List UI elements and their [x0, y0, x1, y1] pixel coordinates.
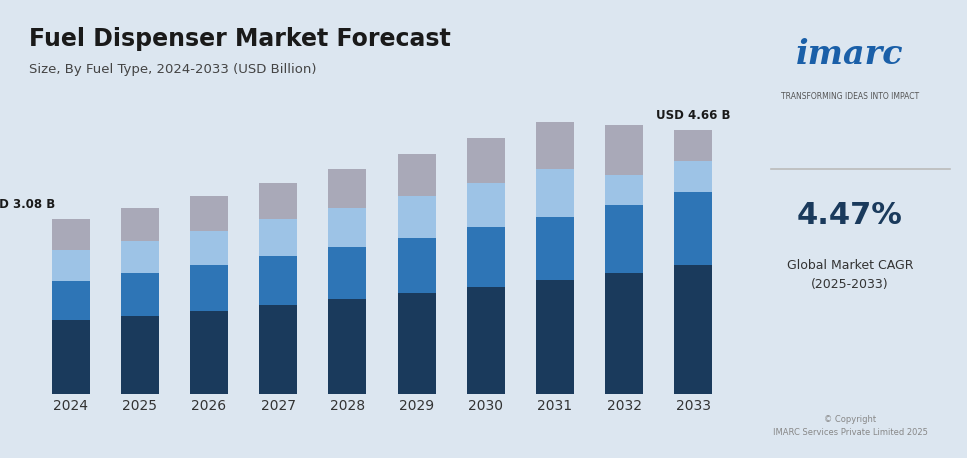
Bar	[329, 300, 366, 394]
Bar	[674, 192, 713, 265]
Text: TRANSFORMING IDEAS INTO IMPACT: TRANSFORMING IDEAS INTO IMPACT	[781, 92, 919, 101]
Bar	[121, 241, 159, 273]
Bar	[190, 196, 228, 231]
Bar	[259, 305, 297, 394]
Bar	[605, 125, 643, 175]
Bar	[467, 287, 505, 394]
Text: imarc: imarc	[796, 38, 904, 71]
Bar	[467, 183, 505, 228]
Text: USD 4.66 B: USD 4.66 B	[657, 109, 731, 122]
Bar	[329, 208, 366, 247]
Bar	[536, 217, 574, 280]
Bar	[190, 265, 228, 311]
Text: Fuel Dispenser Market Forecast: Fuel Dispenser Market Forecast	[29, 27, 451, 51]
Bar	[190, 231, 228, 265]
Bar	[397, 196, 435, 238]
Bar	[51, 320, 90, 394]
Legend: Petroleum Fuels, Compressed Fuels, Biofuels, Others: Petroleum Fuels, Compressed Fuels, Biofu…	[124, 456, 584, 458]
Bar	[397, 154, 435, 196]
Bar	[121, 273, 159, 316]
Bar	[259, 183, 297, 219]
Bar	[329, 247, 366, 300]
Bar	[605, 175, 643, 205]
Bar	[121, 208, 159, 241]
Text: 4.47%: 4.47%	[797, 201, 903, 230]
Bar	[397, 238, 435, 293]
Bar	[674, 130, 713, 161]
Bar	[605, 205, 643, 273]
Bar	[190, 311, 228, 394]
Bar	[674, 265, 713, 394]
Bar	[536, 169, 574, 217]
Bar	[329, 169, 366, 208]
Bar	[259, 256, 297, 305]
Bar	[51, 219, 90, 250]
Bar	[51, 250, 90, 281]
Bar	[674, 161, 713, 192]
Bar	[397, 293, 435, 394]
Text: USD 3.08 B: USD 3.08 B	[0, 198, 55, 211]
Bar	[605, 273, 643, 394]
Bar	[536, 122, 574, 169]
Bar	[259, 219, 297, 256]
Bar	[536, 280, 574, 394]
Bar	[467, 228, 505, 287]
Bar	[51, 281, 90, 320]
Bar	[121, 316, 159, 394]
Text: © Copyright
IMARC Services Private Limited 2025: © Copyright IMARC Services Private Limit…	[773, 415, 927, 436]
Bar	[467, 138, 505, 183]
Text: Global Market CAGR
(2025-2033): Global Market CAGR (2025-2033)	[787, 259, 913, 291]
Text: Size, By Fuel Type, 2024-2033 (USD Billion): Size, By Fuel Type, 2024-2033 (USD Billi…	[29, 63, 316, 76]
